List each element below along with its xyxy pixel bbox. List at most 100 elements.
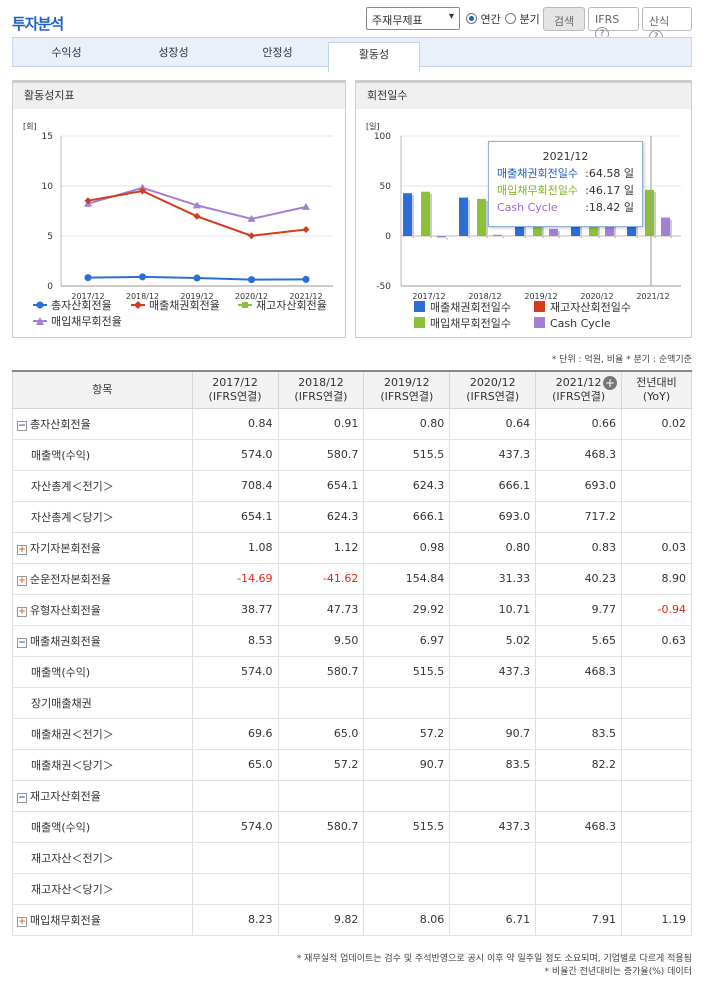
- report-type-select[interactable]: 주재무제표 ▾: [366, 7, 460, 30]
- row-label-text: 재고자산회전율: [30, 789, 101, 803]
- activity-table: 항목 2017/12 (IFRS연결) 2018/12 (IFRS연결) 2019/…: [12, 370, 692, 936]
- table-row: 매출액(수익) 574.0 580.7 515.5 437.3 468.3: [12, 811, 692, 843]
- table-cell: [363, 687, 451, 719]
- table-cell: 654.1: [191, 501, 279, 533]
- table-cell: 90.7: [449, 718, 537, 750]
- legend-label: 매출채권회전일수: [430, 300, 511, 314]
- table-cell: 83.5: [449, 749, 537, 781]
- tab-profitability[interactable]: 수익성: [51, 46, 82, 59]
- row-label[interactable]: + 유형자산회전율: [12, 594, 193, 626]
- table-row: − 총자산회전율 0.84 0.91 0.80 0.64 0.66 0.02: [12, 408, 692, 440]
- tooltip-value: :64.58 일: [585, 167, 634, 180]
- table-cell: 65.0: [191, 749, 279, 781]
- collapse-icon[interactable]: −: [17, 420, 27, 431]
- expand-icon[interactable]: +: [17, 575, 27, 586]
- x-tick-label: 2019/12: [524, 292, 557, 301]
- legend-label: 매입채무회전일수: [430, 316, 511, 330]
- table-cell: [277, 687, 365, 719]
- y-tick-label: 5: [47, 232, 53, 242]
- row-label[interactable]: − 재고자산회전율: [12, 780, 193, 812]
- table-cell: [449, 842, 537, 874]
- row-label-text: 매출액(수익): [31, 665, 91, 679]
- table-cell: [621, 501, 692, 533]
- period-quarter-radio[interactable]: 분기: [505, 11, 540, 27]
- data-point: [139, 273, 146, 281]
- table-cell: 47.73: [277, 594, 365, 626]
- table-cell: 580.7: [277, 439, 365, 471]
- table-cell: [535, 687, 623, 719]
- tooltip-value: :18.42 일: [585, 201, 634, 214]
- table-cell: [449, 780, 537, 812]
- x-tick-label: 2017/12: [412, 292, 445, 301]
- table-cell: 65.0: [277, 718, 365, 750]
- table-cell: -14.69: [191, 563, 279, 595]
- row-label[interactable]: − 총자산회전율: [12, 408, 193, 440]
- search-button[interactable]: 검색: [543, 7, 585, 31]
- row-label[interactable]: − 매출채권회전율: [12, 625, 193, 657]
- table-cell: 693.0: [535, 470, 623, 502]
- data-point: [302, 226, 310, 233]
- expand-icon[interactable]: +: [17, 544, 27, 555]
- table-cell: 31.33: [449, 563, 537, 595]
- row-label[interactable]: + 순운전자본회전율: [12, 563, 193, 595]
- x-tick-label: 2017/12: [71, 292, 104, 301]
- table-cell: [621, 873, 692, 905]
- tab-growth[interactable]: 성장성: [158, 46, 189, 59]
- legend-label: 매입채무회전율: [51, 315, 122, 328]
- tooltip-row: 매출채권회전일수:64.58 일: [497, 165, 634, 182]
- table-cell: 437.3: [449, 439, 537, 471]
- data-point: [138, 183, 147, 191]
- row-label[interactable]: + 매입채무회전율: [12, 904, 193, 936]
- table-row: + 자기자본회전율 1.08 1.12 0.98 0.80 0.83 0.03: [12, 532, 692, 564]
- collapse-icon[interactable]: −: [17, 637, 27, 648]
- ifrs-help-button[interactable]: IFRS ?: [588, 7, 639, 41]
- legend-swatch: [534, 301, 545, 312]
- table-cell: 90.7: [363, 749, 451, 781]
- collapse-icon[interactable]: −: [17, 792, 27, 803]
- expand-icon[interactable]: +: [17, 606, 27, 617]
- table-cell: [621, 687, 692, 719]
- table-cell: 468.3: [535, 439, 623, 471]
- footnotes: * 재무실적 업데이트는 검수 및 주석반영으로 공시 이후 약 일주일 정도 …: [100, 953, 692, 979]
- data-point: [193, 212, 201, 220]
- tab-stability[interactable]: 안정성: [262, 46, 293, 59]
- table-cell: [191, 780, 279, 812]
- formula-help-button[interactable]: 산식 ?: [642, 7, 692, 44]
- radio-unchecked-icon: [505, 13, 516, 24]
- activity-line-chart: [회] 0 5 10 15 2017/12 2018/12 2019/12 2020/12 202…: [23, 122, 333, 328]
- table-row: 장기매출채권: [12, 687, 692, 719]
- expand-icon[interactable]: +: [17, 916, 27, 927]
- tab-activity[interactable]: 활동성: [328, 42, 420, 72]
- period-annual-radio[interactable]: 연간: [466, 11, 501, 27]
- table-cell: [535, 780, 623, 812]
- table-cell: 0.03: [621, 532, 692, 564]
- table-cell: 0.63: [621, 625, 692, 657]
- row-label-text: 총자산회전율: [30, 417, 91, 431]
- table-cell: [535, 842, 623, 874]
- table-cell: 38.77: [191, 594, 279, 626]
- legend-label: 재고자산회전율: [256, 299, 327, 312]
- table-cell: 574.0: [191, 439, 279, 471]
- data-point: [84, 197, 92, 205]
- table-cell: [621, 470, 692, 502]
- table-cell: 580.7: [277, 811, 365, 843]
- bar: [493, 234, 502, 236]
- bar-shadow: [654, 191, 656, 238]
- row-label[interactable]: + 자기자본회전율: [12, 532, 193, 564]
- y-tick-label: 15: [42, 132, 53, 142]
- table-cell: 9.50: [277, 625, 365, 657]
- header-year: 2020/12 (IFRS연결): [449, 370, 537, 409]
- tooltip-row: Cash Cycle:18.42 일: [497, 199, 634, 216]
- table-cell: 515.5: [363, 811, 451, 843]
- table-row: + 순운전자본회전율 -14.69 -41.62 154.84 31.33 40.23 8.9…: [12, 563, 692, 595]
- bar-shadow: [446, 238, 448, 240]
- table-cell: 57.2: [277, 749, 365, 781]
- expand-columns-icon[interactable]: +: [603, 376, 618, 390]
- table-cell: [621, 842, 692, 874]
- data-point: [84, 274, 92, 282]
- table-cell: 5.02: [449, 625, 537, 657]
- data-point: [139, 187, 146, 195]
- table-cell: 574.0: [191, 656, 279, 688]
- table-cell: 82.2: [535, 749, 623, 781]
- table-cell: -41.62: [277, 563, 365, 595]
